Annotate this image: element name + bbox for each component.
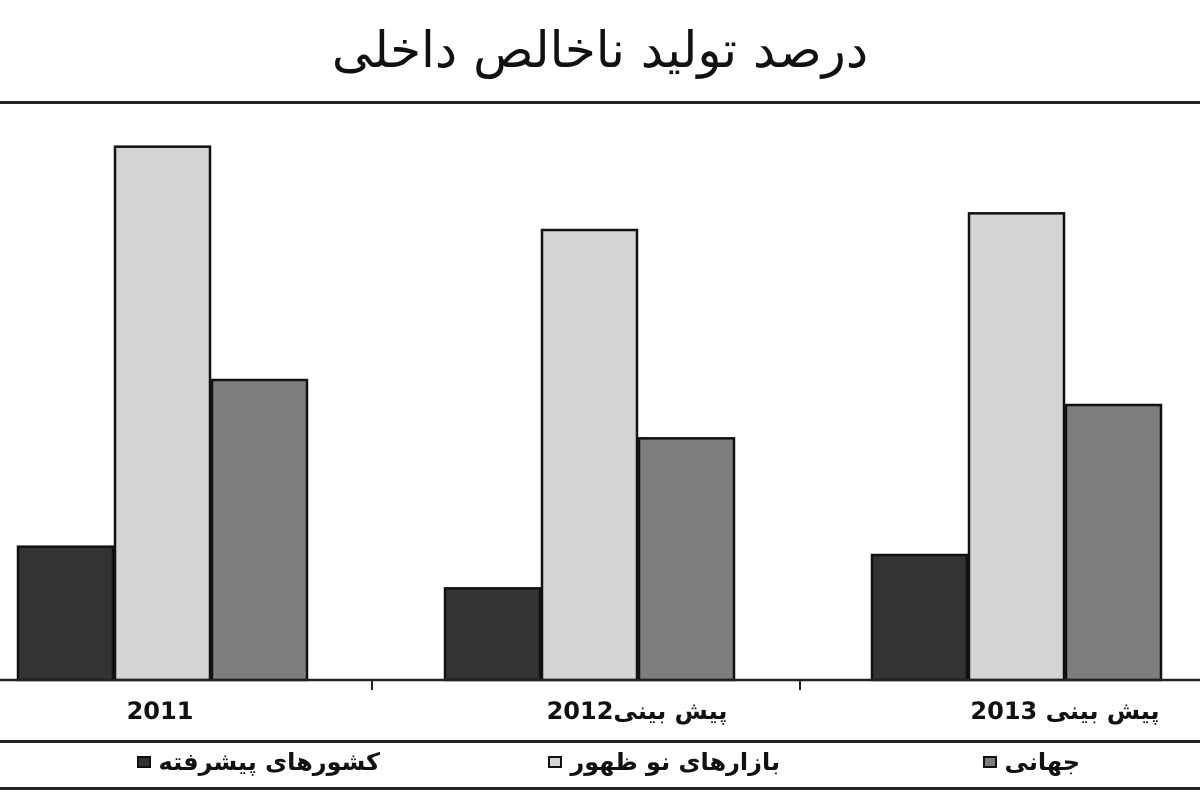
- x-tick-label-1: پیش بینی2012: [546, 697, 728, 725]
- legend-label-2: جهانی: [1004, 748, 1080, 776]
- bar-0-0: [16, 545, 115, 682]
- legend-bottom-divider: [0, 787, 1200, 790]
- x-tick-label-2: پیش بینی 2013: [970, 697, 1160, 725]
- chart-title: درصد تولید ناخالص داخلی: [331, 21, 869, 79]
- bar-1-1: [540, 228, 639, 682]
- legend: جهانی بازارهای نو ظهور کشورهای پیشرفته: [0, 742, 1200, 782]
- bar-0-1: [113, 145, 212, 682]
- bar-2-1: [967, 212, 1066, 682]
- legend-top-divider: [0, 740, 1200, 743]
- legend-swatch-1: [548, 756, 563, 768]
- bar-1-2: [637, 437, 736, 682]
- bar-2-2: [1064, 403, 1163, 682]
- legend-item-2: جهانی: [982, 742, 1080, 782]
- legend-label-1: بازارهای نو ظهور: [570, 748, 780, 776]
- bar-2-0: [870, 553, 969, 682]
- legend-swatch-2: [982, 756, 997, 768]
- legend-swatch-0: [136, 756, 151, 768]
- x-tick-label-0: 2011: [126, 697, 194, 725]
- legend-label-0: کشورهای پیشرفته: [158, 748, 380, 776]
- bar-0-2: [210, 378, 309, 682]
- legend-item-0: کشورهای پیشرفته: [136, 742, 380, 782]
- bar-1-0: [443, 587, 542, 682]
- title-divider: [0, 101, 1200, 104]
- legend-item-1: بازارهای نو ظهور: [548, 742, 780, 782]
